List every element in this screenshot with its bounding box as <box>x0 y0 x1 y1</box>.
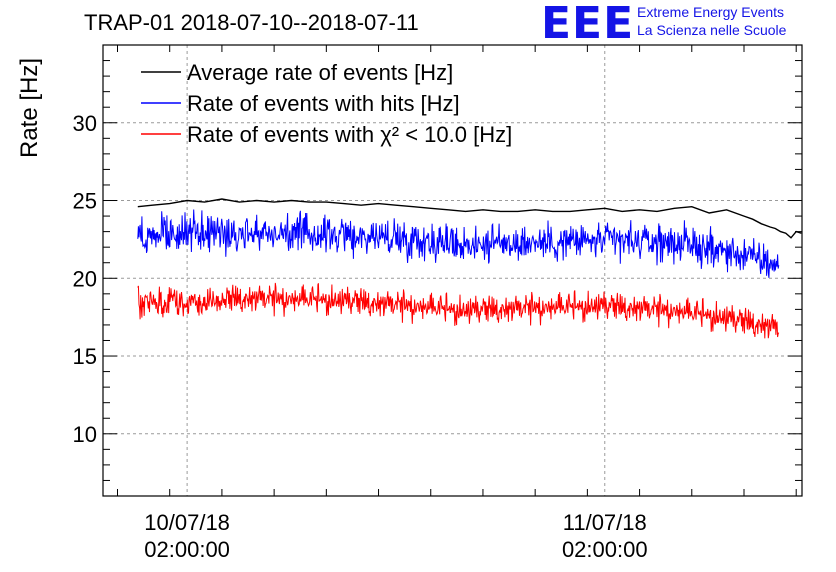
y-tick-label: 30 <box>73 111 97 136</box>
legend-entry-label: Average rate of events [Hz] <box>187 60 453 85</box>
legend-entry-label: Rate of events with χ² < 10.0 [Hz] <box>187 122 512 147</box>
x-tick-time-label: 02:00:00 <box>562 537 648 562</box>
y-tick-label: 25 <box>73 189 97 214</box>
logo-caption-line2: La Scienza nelle Scuole <box>637 22 787 38</box>
series-line-2 <box>137 282 780 339</box>
y-axis-label: Rate [Hz] <box>16 57 43 159</box>
grid-lines <box>103 45 802 496</box>
logo-caption: Extreme Energy Events La Scienza nelle S… <box>637 3 786 39</box>
y-tick-label: 15 <box>73 344 97 369</box>
series-line-1 <box>137 209 780 278</box>
series-layer <box>137 198 802 339</box>
series-line-0 <box>137 198 802 239</box>
eee-logo: EEE <box>541 0 635 49</box>
x-tick-date-label: 11/07/18 <box>563 510 647 535</box>
x-tick-time-label: 02:00:00 <box>144 537 230 562</box>
plot-frame <box>102 44 803 497</box>
x-tick-date-label: 10/07/18 <box>144 510 230 535</box>
y-tick-label: 10 <box>73 422 97 447</box>
y-tick-label: 20 <box>73 266 97 291</box>
chart-title: TRAP-01 2018-07-10--2018-07-11 <box>84 10 419 35</box>
axis-ticks: 101520253010/07/1802:00:0011/07/1802:00:… <box>73 44 802 562</box>
legend-entry-label: Rate of events with hits [Hz] <box>187 91 460 116</box>
legend: Average rate of events [Hz] Rate of event… <box>141 60 512 147</box>
logo-caption-line1: Extreme Energy Events <box>637 4 785 20</box>
